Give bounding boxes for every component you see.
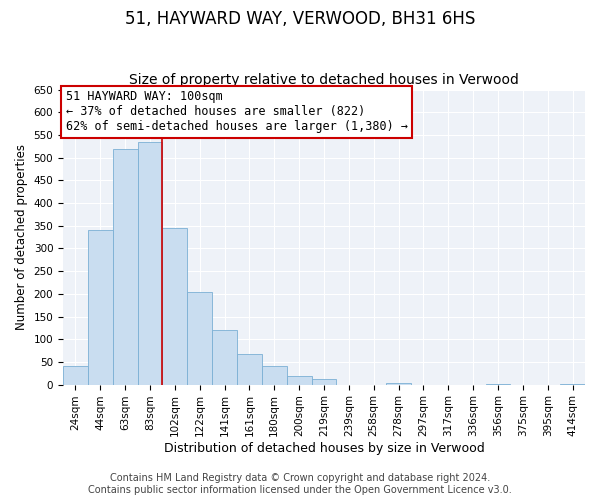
Bar <box>237 354 262 384</box>
Bar <box>137 142 163 384</box>
Bar <box>113 148 137 384</box>
Bar <box>311 378 337 384</box>
Title: Size of property relative to detached houses in Verwood: Size of property relative to detached ho… <box>129 73 519 87</box>
Text: 51 HAYWARD WAY: 100sqm
← 37% of detached houses are smaller (822)
62% of semi-de: 51 HAYWARD WAY: 100sqm ← 37% of detached… <box>65 90 407 134</box>
Bar <box>262 366 287 384</box>
Text: 51, HAYWARD WAY, VERWOOD, BH31 6HS: 51, HAYWARD WAY, VERWOOD, BH31 6HS <box>125 10 475 28</box>
X-axis label: Distribution of detached houses by size in Verwood: Distribution of detached houses by size … <box>164 442 484 455</box>
Bar <box>386 383 411 384</box>
Bar <box>212 330 237 384</box>
Text: Contains HM Land Registry data © Crown copyright and database right 2024.
Contai: Contains HM Land Registry data © Crown c… <box>88 474 512 495</box>
Bar <box>187 292 212 384</box>
Bar <box>287 376 311 384</box>
Bar <box>88 230 113 384</box>
Bar <box>163 228 187 384</box>
Bar <box>63 366 88 384</box>
Y-axis label: Number of detached properties: Number of detached properties <box>15 144 28 330</box>
